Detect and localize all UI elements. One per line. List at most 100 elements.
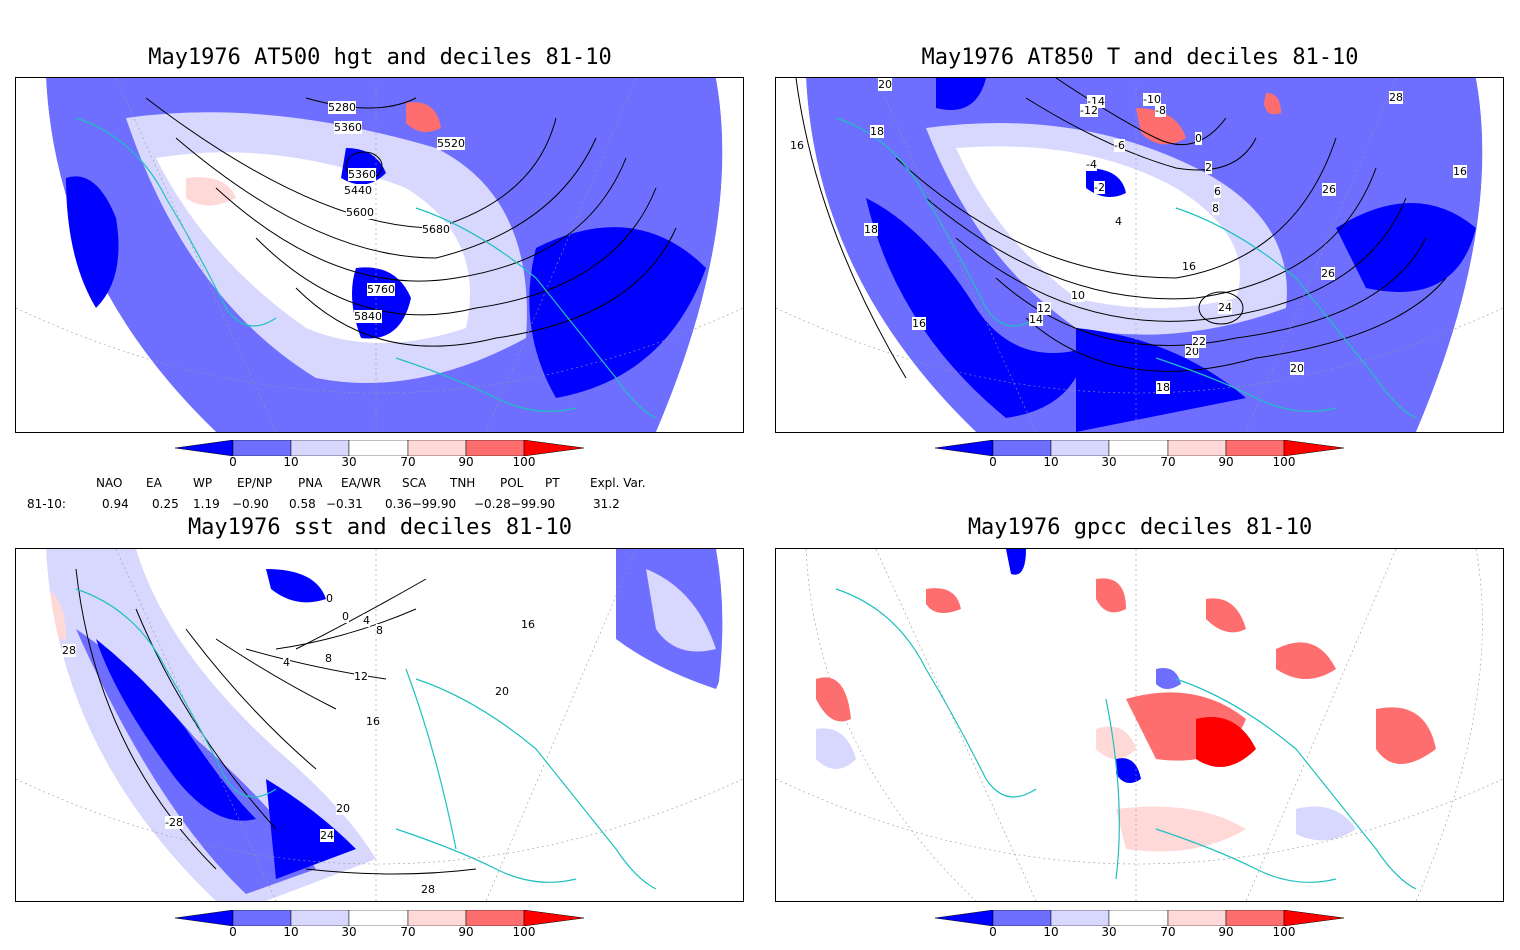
colorbar-tick: 0 — [229, 455, 237, 469]
map-panel-gpcc — [775, 548, 1504, 902]
index-row-label: 81-10: — [27, 497, 66, 511]
colorbar-tick: 70 — [400, 455, 416, 469]
index-value: 31.2 — [593, 497, 620, 511]
contour-label: 12 — [354, 670, 368, 683]
index-header: TNH — [450, 476, 476, 490]
contour-label: 4 — [1115, 215, 1122, 228]
index-header: EA — [146, 476, 162, 490]
contour-labels-sst: 28 0 0 4 8 8 4 12 16 20 24 28 -28 16 20 — [15, 548, 742, 900]
map-panel-hgt500 — [15, 77, 744, 433]
colorbar-tick: 0 — [229, 925, 237, 939]
contour-label: 28 — [62, 644, 76, 657]
contour-labels-hgt500: 5280 5360 5520 5360 5440 5600 5680 5760 … — [15, 77, 742, 431]
contour-label: 0 — [1195, 132, 1202, 145]
contour-label: 26 — [1322, 183, 1336, 196]
index-value: −0.90 — [232, 497, 269, 511]
index-header: PNA — [298, 476, 323, 490]
contour-label: 4 — [363, 614, 370, 627]
colorbar-tick: 30 — [1101, 455, 1117, 469]
contour-label: 5840 — [354, 310, 382, 323]
contour-label: 18 — [1156, 381, 1170, 394]
colorbar-tick: 10 — [1043, 925, 1059, 939]
colorbar-tick: 30 — [341, 925, 357, 939]
contour-label: 5280 — [328, 101, 356, 114]
contour-label: 8 — [325, 652, 332, 665]
contour-label: 20 — [1185, 345, 1199, 358]
map-gpcc-graphic — [776, 549, 1503, 901]
colorbar-tick: 100 — [512, 455, 536, 469]
contour-label: -6 — [1114, 139, 1125, 152]
index-value: 0.58 — [289, 497, 316, 511]
contour-label: 20 — [878, 78, 892, 91]
contour-label: 18 — [870, 125, 884, 138]
colorbar-tick: 90 — [1218, 455, 1234, 469]
colorbar-tick: 0 — [989, 455, 997, 469]
index-value: −0.31 — [326, 497, 363, 511]
index-header: EA/WR — [341, 476, 382, 490]
index-value: 0.25 — [152, 497, 179, 511]
colorbar-tick: 70 — [400, 925, 416, 939]
contour-label: 28 — [1389, 91, 1403, 104]
colorbar-hgt500: 0 10 30 70 90 100 — [174, 439, 585, 480]
colorbar-t850: 0 10 30 70 90 100 — [934, 439, 1345, 480]
colorbar-graphic — [174, 909, 585, 927]
contour-label: 8 — [376, 624, 383, 637]
panel-title-gpcc: May1976 gpcc deciles 81-10 — [967, 515, 1313, 540]
colorbar-tick: 100 — [1272, 455, 1296, 469]
contour-label: 20 — [336, 802, 350, 815]
colorbar-graphic — [174, 439, 585, 457]
index-header: PT — [545, 476, 560, 490]
contour-label: 26 — [1321, 267, 1335, 280]
index-value: 0.36−99.90 — [385, 497, 457, 511]
contour-label: 5680 — [422, 223, 450, 236]
index-header: EP/NP — [237, 476, 273, 490]
contour-label: 16 — [790, 139, 804, 152]
contour-label: 5360 — [334, 121, 362, 134]
contour-label: 16 — [1182, 260, 1196, 273]
contour-label: 8 — [1212, 202, 1219, 215]
colorbar-tick: 90 — [458, 455, 474, 469]
colorbar-gpcc: 0 10 30 70 90 100 — [934, 909, 1345, 950]
contour-label: 28 — [421, 883, 435, 896]
contour-label: -10 — [1143, 93, 1161, 106]
contour-label: 5360 — [348, 168, 376, 181]
index-header: NAO — [96, 476, 123, 490]
contour-label: 0 — [326, 592, 333, 605]
colorbar-tick: 100 — [512, 925, 536, 939]
colorbar-tick: 100 — [1272, 925, 1296, 939]
contour-label: 16 — [521, 618, 535, 631]
map-panel-sst — [15, 548, 744, 902]
contour-label: 12 — [1037, 302, 1051, 315]
contour-label: 0 — [342, 610, 349, 623]
map-panel-t850 — [775, 77, 1504, 433]
contour-label: 2 — [1205, 161, 1212, 174]
colorbar-sst: 0 10 30 70 90 100 — [174, 909, 585, 950]
contour-label: 20 — [1290, 362, 1304, 375]
contour-label: 5440 — [344, 184, 372, 197]
colorbar-tick: 90 — [458, 925, 474, 939]
colorbar-tick: 10 — [283, 925, 299, 939]
colorbar-tick: 0 — [989, 925, 997, 939]
index-value: −0.28−99.90 — [474, 497, 556, 511]
contour-label: -12 — [1080, 104, 1098, 117]
contour-label: -8 — [1155, 104, 1166, 117]
contour-label: 5600 — [346, 206, 374, 219]
contour-label: 4 — [283, 656, 290, 669]
colorbar-graphic — [934, 909, 1345, 927]
index-header: WP — [193, 476, 213, 490]
index-header: POL — [500, 476, 524, 490]
colorbar-tick: 70 — [1160, 925, 1176, 939]
contour-label: -28 — [165, 816, 183, 829]
colorbar-tick: 30 — [1101, 925, 1117, 939]
panel-title-hgt500: May1976 AT500 hgt and deciles 81-10 — [148, 45, 612, 70]
colorbar-tick: 70 — [1160, 455, 1176, 469]
colorbar-tick: 10 — [283, 455, 299, 469]
contour-label: 10 — [1071, 289, 1085, 302]
index-header: Expl. Var. — [590, 476, 646, 490]
contour-label: -4 — [1086, 158, 1097, 171]
contour-label: 24 — [1218, 301, 1232, 314]
map-sst-graphic — [16, 549, 743, 901]
contour-label: 18 — [864, 223, 878, 236]
index-value: 1.19 — [193, 497, 220, 511]
map-hgt500-graphic — [16, 78, 743, 432]
